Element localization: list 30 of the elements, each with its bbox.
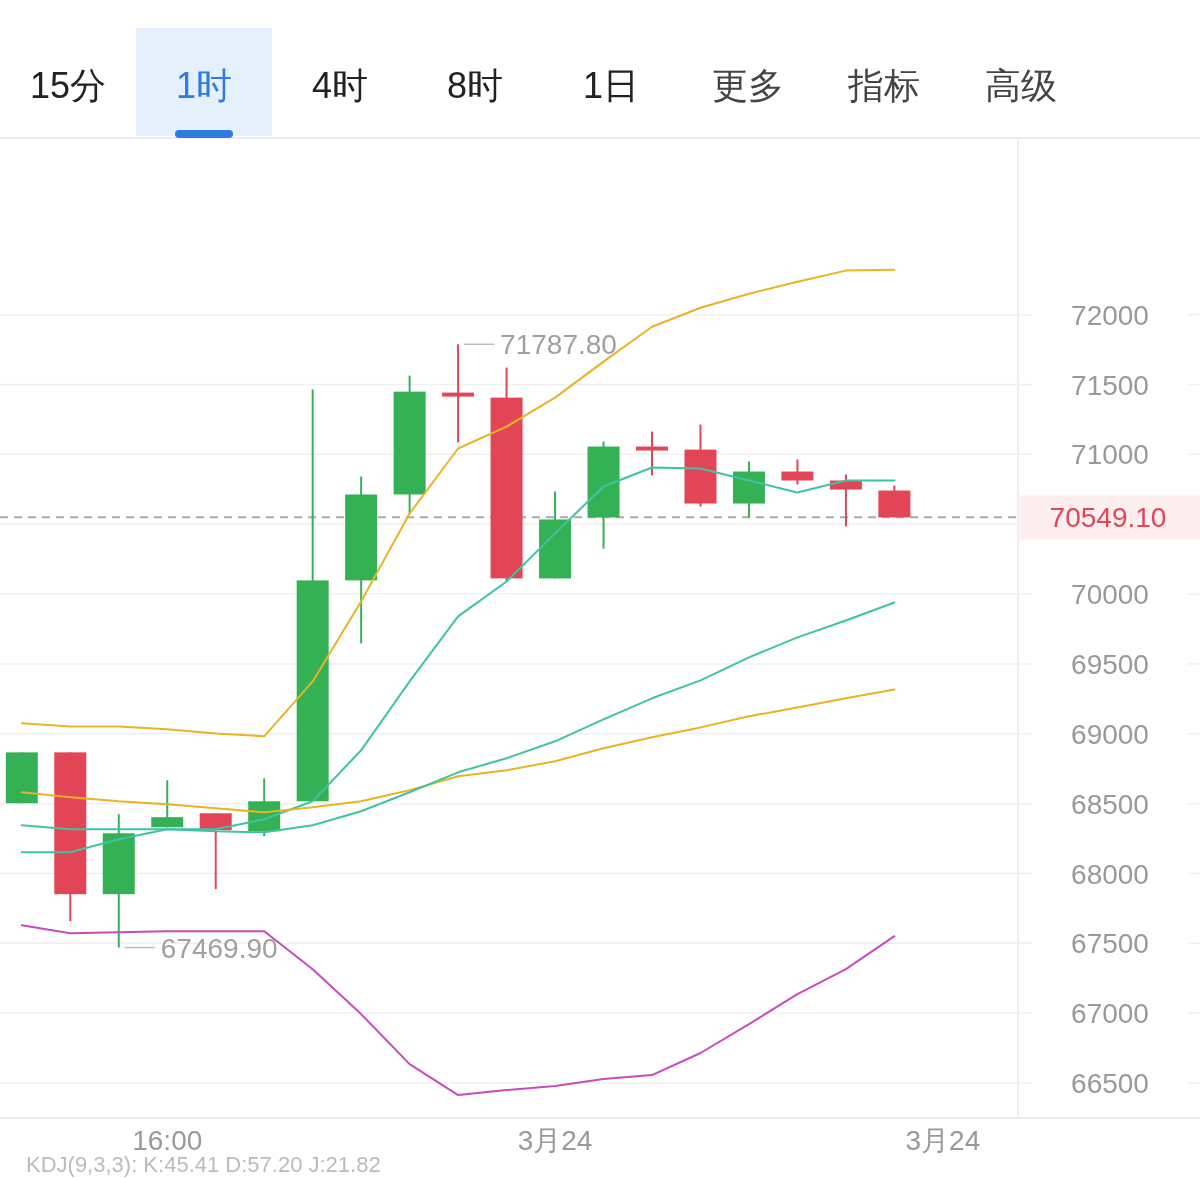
y-tick-label: 71500 [1071,369,1149,401]
y-tick-label: 69500 [1071,648,1149,680]
text: 更多 [712,65,784,106]
candlestick [781,458,814,486]
line-series [20,268,896,738]
y-tick-label: 67500 [1071,928,1149,960]
y-tick-label: 72000 [1071,299,1149,331]
y-tick-label: 69000 [1071,718,1149,750]
text: 高级 [985,65,1057,106]
line-series [20,688,896,814]
text: 指标 [847,65,920,106]
annotation: 67469.90 [160,932,278,964]
y-tick-label: 66500 [1071,1068,1149,1100]
y-tick-label: 68000 [1071,858,1149,890]
annotation: 71787.80 [500,329,617,361]
text: 1日 [582,65,640,106]
y-tick-label: 68500 [1071,788,1149,820]
candlestick [636,430,668,477]
y-tick-label: 71000 [1071,439,1149,471]
y-tick-label: 70000 [1071,579,1149,611]
ref-line-label: 70549.10 [1049,502,1167,534]
y-tick-label: 67000 [1071,998,1149,1030]
text: 1时 [175,65,233,106]
text: 4时 [311,65,369,106]
line-series [20,924,896,1097]
x-tick-label: 3月24 [517,1125,593,1156]
x-tick-label: 3月24 [905,1125,981,1156]
text: 15分 [29,65,107,106]
text: 8时 [446,65,504,106]
candlestick [442,343,475,444]
